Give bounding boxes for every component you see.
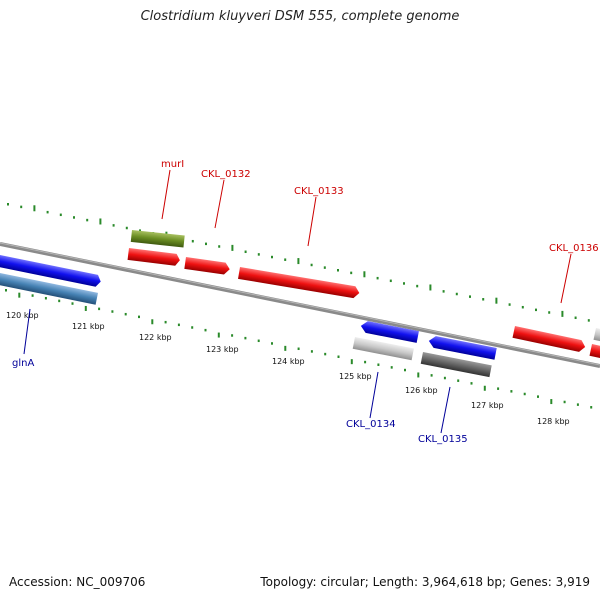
murI-gene[interactable] xyxy=(130,230,185,248)
genome-summary-text: Topology: circular; Length: 3,964,618 bp… xyxy=(260,575,590,589)
gene-label-CKL_0135: CKL_0135 xyxy=(418,434,468,445)
scale-label: 123 kbp xyxy=(206,345,239,354)
glnA-gene[interactable] xyxy=(0,271,98,305)
gene-label-CKL_0134: CKL_0134 xyxy=(346,419,396,430)
CKL_0135-leader-line xyxy=(440,386,451,434)
CKL_0133-leader-line xyxy=(307,196,317,247)
glnA-leader-line xyxy=(23,308,31,355)
gene-label-CKL_0132: CKL_0132 xyxy=(201,169,251,180)
CKL_0135-reverse-gene[interactable] xyxy=(428,335,497,360)
scale-label: 128 kbp xyxy=(537,417,570,426)
CKL_0135-gene[interactable] xyxy=(420,352,492,378)
edge-gray-gene[interactable] xyxy=(593,328,600,342)
CKL_0133-gene[interactable] xyxy=(238,267,360,299)
genome-backbone xyxy=(0,242,600,368)
CKL_0136-gene[interactable] xyxy=(512,326,587,353)
upper-tick-row xyxy=(7,203,590,322)
CKL_0132-gene[interactable] xyxy=(184,257,230,275)
CKL_0134-leader-line xyxy=(369,371,379,419)
gene-red-1[interactable] xyxy=(127,248,181,266)
CKL_0134-reverse-gene[interactable] xyxy=(360,320,419,343)
genome-backbone-highlight xyxy=(0,242,600,366)
scale-label: 126 kbp xyxy=(405,386,438,395)
scale-label: 122 kbp xyxy=(139,333,172,342)
scale-label: 127 kbp xyxy=(471,401,504,410)
CKL_0136-leader-line xyxy=(560,253,572,304)
edge-red-gene[interactable] xyxy=(589,344,600,360)
lower-tick-row xyxy=(5,289,593,409)
gene-label-murI: murI xyxy=(161,159,184,170)
gene-label-CKL_0136: CKL_0136 xyxy=(549,243,599,254)
scale-label: 121 kbp xyxy=(72,322,105,331)
scale-label: 120 kbp xyxy=(6,311,39,320)
left-blue-gene[interactable] xyxy=(0,253,102,287)
genome-title: Clostridium kluyveri DSM 555, complete g… xyxy=(140,9,460,24)
scale-label: 125 kbp xyxy=(339,372,372,381)
CKL_0134-gene[interactable] xyxy=(352,337,414,361)
CKL_0132-leader-line xyxy=(214,179,225,229)
murI-leader-line xyxy=(161,169,171,220)
scale-label: 124 kbp xyxy=(272,357,305,366)
accession-text: Accession: NC_009706 xyxy=(9,575,146,589)
gene-label-glnA: glnA xyxy=(12,358,34,369)
gene-label-CKL_0133: CKL_0133 xyxy=(294,186,344,197)
